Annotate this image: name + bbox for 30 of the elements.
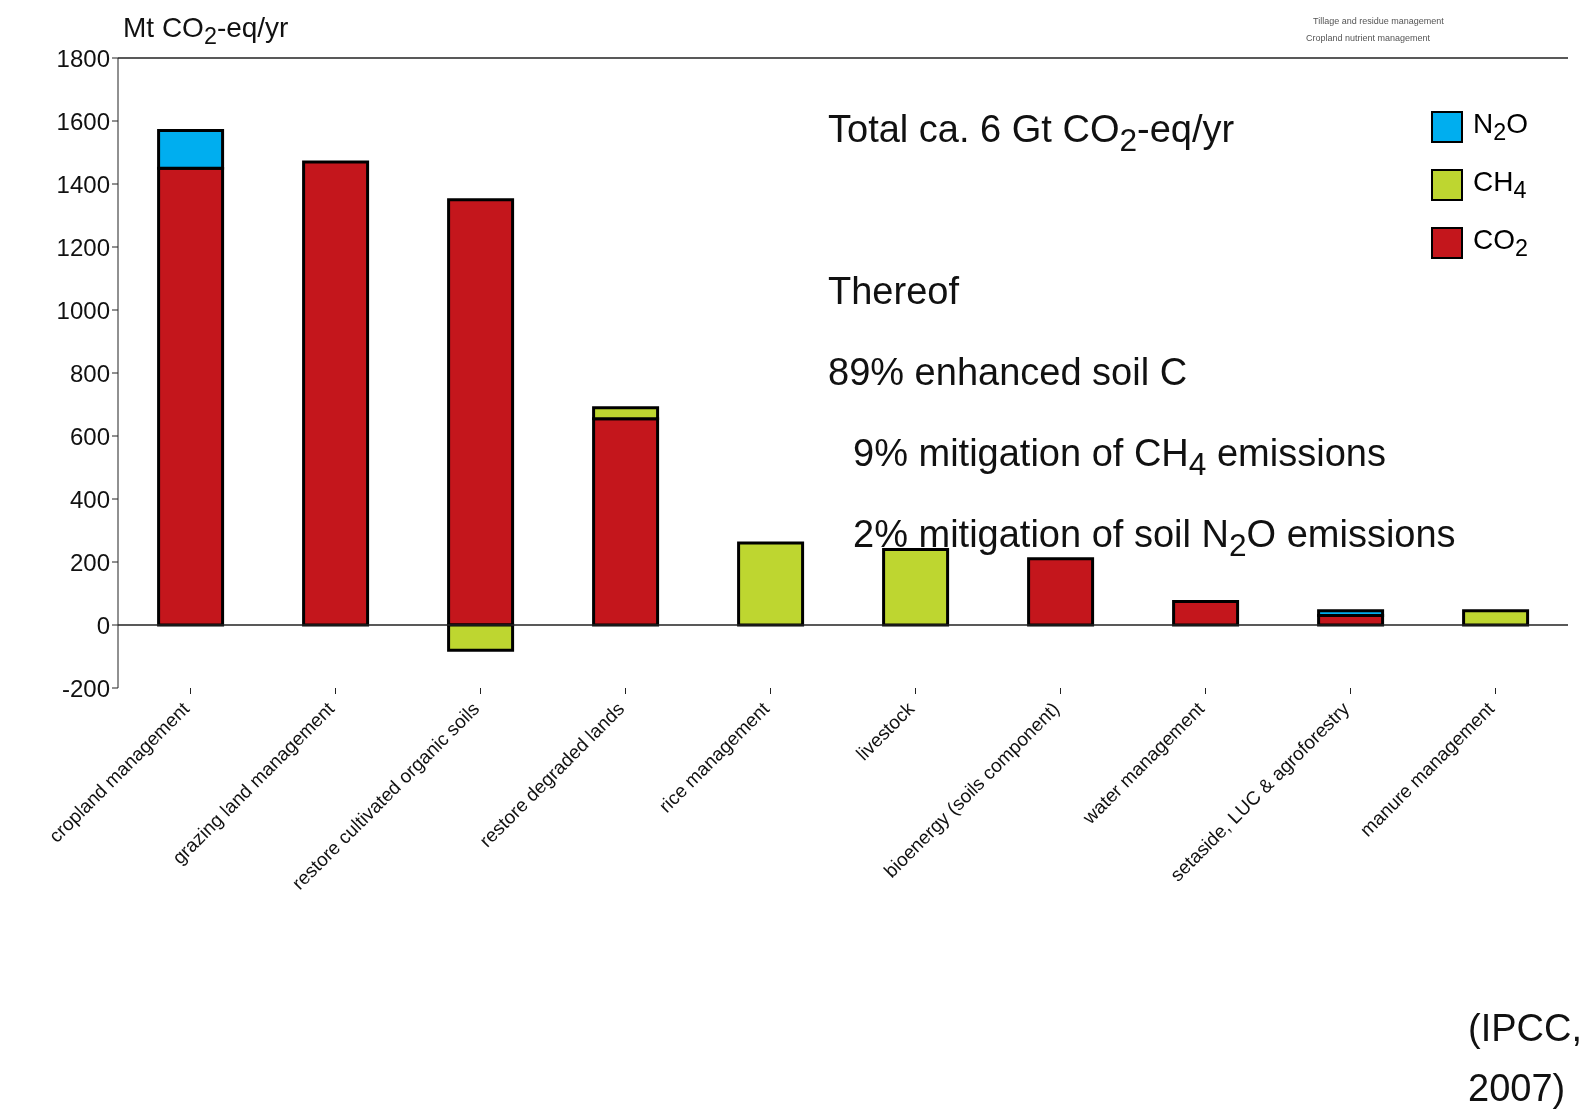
bar [1172,599,1240,627]
y-tick-label: 200 [69,548,110,576]
y-tick-label: 1200 [56,233,110,261]
y-tick-label: 600 [69,422,110,450]
text: (IPCC, 2007) [1468,1006,1582,1111]
text: Tillage and residue management [1313,16,1444,26]
bar [302,160,370,627]
bar [1027,557,1095,627]
y-tick-label: 1800 [56,44,110,72]
y-tick-label: 400 [69,485,110,513]
y-tick-label: 1400 [56,170,110,198]
y-tick-label: 1600 [56,107,110,135]
annotation: 2% mitigation of soil N$_{2}$O emissions [853,513,1456,564]
bar [737,541,805,627]
bar [447,623,515,652]
annotation: Thereof [828,270,959,313]
legend-label: CH$_{4}$ [1473,166,1527,204]
y-axis-title: Mt CO$_{2}$-eq/yr [123,12,289,50]
legend-label: N$_{2}$O [1473,108,1528,146]
annotation: 9% mitigation of CH$_{4}$ emissions [853,432,1386,483]
bar [447,198,515,627]
bar [1462,609,1530,627]
y-tick-label: 1000 [56,296,110,324]
y-tick-label: 800 [69,359,110,387]
y-tick-label: -200 [61,674,110,702]
annotation: 89% enhanced soil C [828,351,1188,394]
annotation: Total ca. 6 Gt CO$_{2}$-eq/yr [828,108,1235,159]
y-tick-label: 0 [96,611,110,639]
text: Cropland nutrient management [1306,33,1431,43]
legend-label: CO$_{2}$ [1473,224,1528,262]
